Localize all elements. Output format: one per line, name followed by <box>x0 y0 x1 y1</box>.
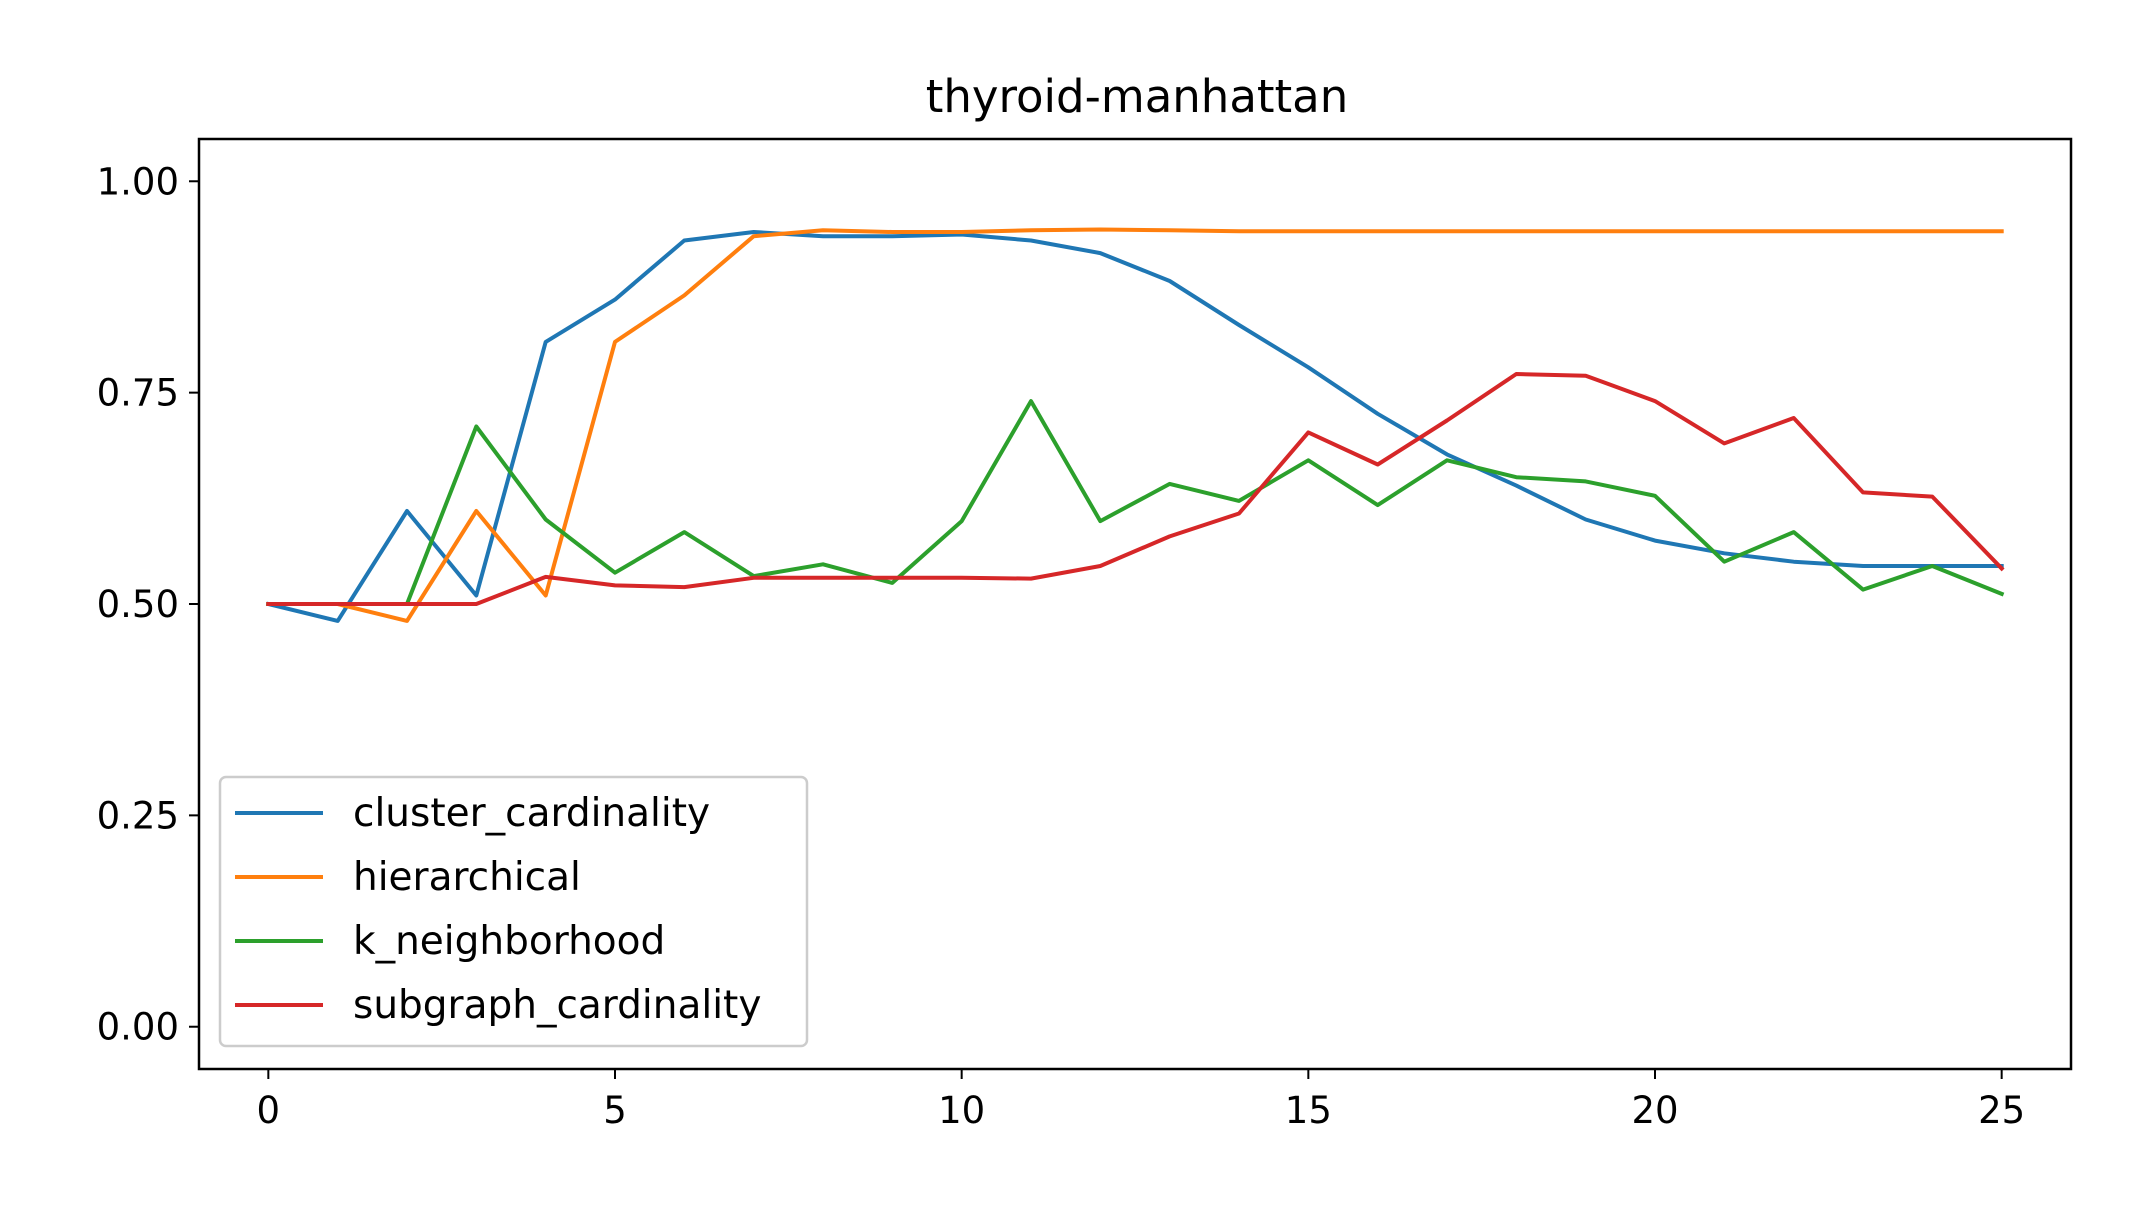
chart-title: thyroid-manhattan <box>926 70 1349 123</box>
series-line-subgraph-cardinality <box>266 372 2005 606</box>
axes-layer: 0 5 10 15 20 25 0.00 0.25 0.50 0.75 1.00 <box>97 137 2073 1132</box>
series-line-hierarchical <box>266 227 2004 623</box>
legend: cluster_cardinality hierarchical k_neighbo… <box>218 775 809 1048</box>
x-tick-label: 5 <box>603 1089 627 1132</box>
legend-label-cluster-cardinality: cluster_cardinality <box>353 791 710 836</box>
legend-label-k-neighborhood: k_neighborhood <box>353 919 665 964</box>
legend-label-hierarchical: hierarchical <box>353 855 581 900</box>
x-tick-label: 20 <box>1631 1089 1678 1132</box>
x-tick-label: 15 <box>1285 1089 1332 1132</box>
x-tick-label: 10 <box>938 1089 985 1132</box>
series-line-k-neighborhood <box>266 399 2005 606</box>
y-tick-label: 0.00 <box>97 1006 179 1049</box>
x-tick-label: 25 <box>1978 1089 2025 1132</box>
series-layer <box>265 227 2005 623</box>
x-tick-label: 0 <box>257 1089 281 1132</box>
y-tick-label: 0.75 <box>97 372 179 415</box>
legend-label-subgraph-cardinality: subgraph_cardinality <box>353 983 761 1028</box>
legend-box <box>218 775 809 1048</box>
y-tick-label: 1.00 <box>97 160 179 203</box>
y-tick-label: 0.25 <box>97 794 179 837</box>
y-tick-label: 0.50 <box>97 583 179 626</box>
